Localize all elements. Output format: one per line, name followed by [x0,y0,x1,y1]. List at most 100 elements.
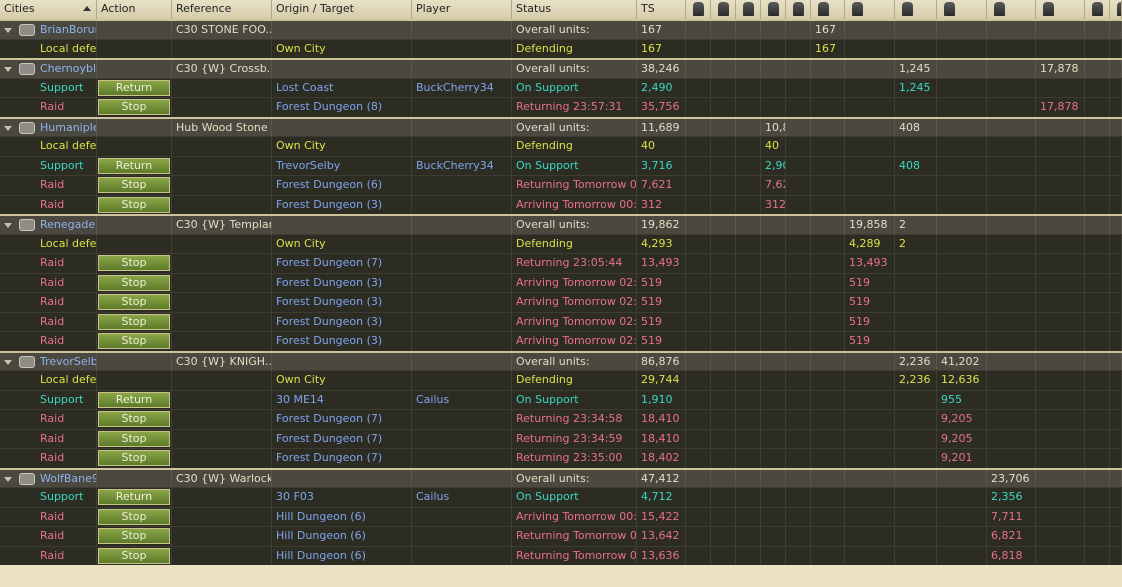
action-button[interactable]: Stop [98,255,170,271]
unit-column-header[interactable] [811,0,845,19]
origin-target[interactable]: Lost Coast [272,78,412,97]
action-button[interactable]: Stop [98,177,170,193]
origin-target[interactable]: Forest Dungeon (7) [272,449,412,468]
action-button[interactable]: Return [98,489,170,505]
origin-target[interactable]: Hill Dungeon (6) [272,546,412,565]
action-button[interactable]: Return [98,79,170,96]
origin-target[interactable]: Forest Dungeon (3) [272,312,412,331]
action-button[interactable]: Stop [98,411,170,427]
player[interactable]: Cailus [412,488,512,507]
unit-count [811,371,845,390]
player[interactable]: BuckCherry34 [412,156,512,175]
unit-count [1036,39,1085,58]
action-cell [97,216,172,234]
action-button[interactable]: Stop [98,313,170,330]
column-header[interactable]: Reference [172,0,272,19]
unit-count: 408 [895,156,937,175]
origin-target[interactable]: 30 F03 [272,488,412,507]
action-button[interactable]: Return [98,157,170,174]
collapse-toggle[interactable] [4,67,12,72]
action-button[interactable]: Return [98,391,170,408]
action-button[interactable]: Stop [98,528,170,544]
status: Arriving Tomorrow 02:12 [512,332,637,351]
unit-column-header[interactable] [845,0,895,19]
city-name[interactable]: BrianBorum [40,23,96,36]
column-header[interactable]: TS [637,0,686,19]
city-name[interactable]: Renegade [40,218,96,231]
column-header[interactable]: Player [412,0,512,19]
unit-count [845,176,895,195]
origin-target[interactable]: Own City [272,39,412,58]
origin-target[interactable]: Forest Dungeon (3) [272,332,412,351]
unit-count [686,39,711,58]
unit-column-header[interactable] [711,0,736,19]
action-button[interactable]: Stop [98,450,170,466]
unit-column-header[interactable] [937,0,987,19]
origin-target[interactable]: TrevorSelby [272,156,412,175]
city-name[interactable]: WolfBane99 [40,471,96,485]
unit-count [761,429,786,448]
collapse-toggle[interactable] [4,223,12,228]
unit-column-header[interactable] [761,0,786,19]
origin-cell [272,352,412,370]
action-cell [97,39,172,58]
action-button[interactable]: Stop [98,294,170,310]
origin-target[interactable]: Forest Dungeon (7) [272,254,412,273]
player[interactable]: Cailus [412,390,512,409]
origin-target[interactable]: Hill Dungeon (6) [272,507,412,526]
reference: C30 {W} Warlock [172,469,272,487]
city-name[interactable]: Chernoybl [40,62,96,75]
collapse-toggle[interactable] [4,476,12,482]
unit-count [686,332,711,351]
city-name[interactable]: Humaniplex [40,120,96,134]
action-button[interactable]: Stop [98,547,170,564]
origin-target[interactable]: Forest Dungeon (6) [272,176,412,195]
origin-target[interactable]: 30 ME14 [272,390,412,409]
unit-count [937,137,987,156]
unit-count [761,21,786,39]
origin-target[interactable]: Own City [272,234,412,253]
column-header[interactable]: Status [512,0,637,19]
unit-column-header[interactable] [895,0,937,19]
action-button[interactable]: Stop [98,333,170,349]
unit-column-header[interactable] [987,0,1036,19]
unit-column-header[interactable] [686,0,711,19]
action-button[interactable]: Stop [98,274,170,291]
origin-target[interactable]: Forest Dungeon (7) [272,429,412,448]
unit-count [1085,234,1110,253]
action-button[interactable]: Stop [98,430,170,447]
column-header[interactable]: Origin / Target [272,0,412,19]
action-button[interactable]: Stop [98,196,170,213]
unit-count [845,507,895,526]
city-name[interactable]: TrevorSelby [40,354,96,368]
unit-column-header[interactable] [1085,0,1110,19]
unit-count [786,546,811,565]
unit-column-header[interactable] [786,0,811,19]
origin-target[interactable]: Forest Dungeon (3) [272,195,412,214]
unit-column-header[interactable] [736,0,761,19]
unit-column-header[interactable] [1110,0,1122,19]
unit-column-header[interactable] [1036,0,1085,19]
player[interactable]: BuckCherry34 [412,78,512,97]
origin-target[interactable]: Forest Dungeon (8) [272,98,412,117]
column-header[interactable]: Action [97,0,172,19]
action-cell: Return [97,156,172,175]
origin-target[interactable]: Forest Dungeon (3) [272,273,412,292]
column-header[interactable]: Cities [0,0,97,19]
collapse-toggle[interactable] [4,359,12,365]
collapse-toggle[interactable] [4,28,12,33]
origin-target[interactable]: Forest Dungeon (3) [272,293,412,312]
collapse-toggle[interactable] [4,125,12,131]
origin-target[interactable]: Own City [272,371,412,390]
order-type: Local defens [0,137,97,156]
unit-count [761,216,786,234]
city-icon [19,121,35,134]
reference: C30 STONE FOO... [172,21,272,39]
origin-target[interactable]: Hill Dungeon (6) [272,527,412,546]
action-button[interactable]: Stop [98,508,170,525]
action-button[interactable]: Stop [98,99,170,115]
origin-target[interactable]: Own City [272,137,412,156]
unit-count [811,527,845,546]
origin-target[interactable]: Forest Dungeon (7) [272,410,412,429]
order-type: Raid [0,98,97,117]
